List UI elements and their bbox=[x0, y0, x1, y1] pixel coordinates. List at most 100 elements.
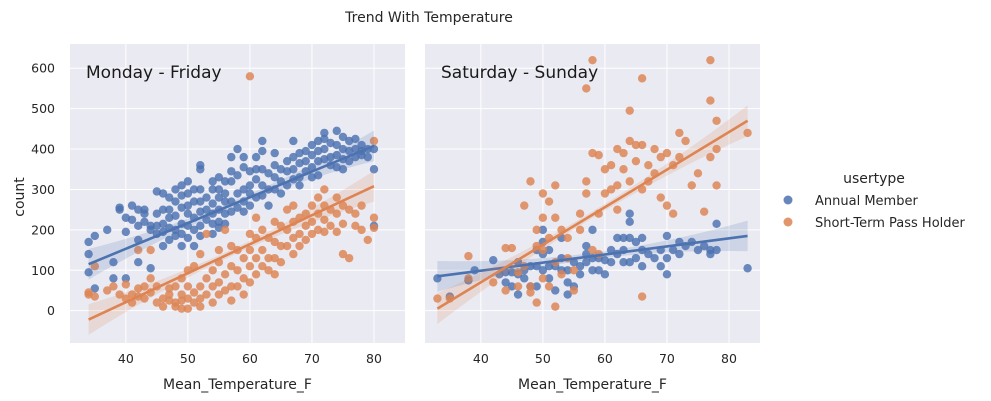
point-short-term-pass-holder bbox=[532, 225, 541, 235]
point-short-term-pass-holder bbox=[625, 106, 634, 115]
point-short-term-pass-holder bbox=[538, 245, 548, 255]
point-annual-member bbox=[177, 229, 186, 239]
x-tick-label: 60 bbox=[597, 351, 613, 366]
point-short-term-pass-holder bbox=[351, 221, 360, 231]
point-annual-member bbox=[103, 225, 112, 235]
point-short-term-pass-holder bbox=[177, 304, 186, 313]
point-annual-member bbox=[332, 126, 341, 136]
point-annual-member bbox=[662, 270, 672, 279]
point-short-term-pass-holder bbox=[569, 286, 579, 295]
point-short-term-pass-holder bbox=[258, 225, 267, 235]
point-annual-member bbox=[208, 229, 217, 239]
point-annual-member bbox=[538, 266, 548, 275]
panel-weekday: Monday - Friday 40 50 60 70 80 Mean_Temperatur… bbox=[31, 44, 405, 393]
point-annual-member bbox=[227, 167, 236, 176]
point-short-term-pass-holder bbox=[526, 177, 535, 186]
point-annual-member bbox=[662, 231, 672, 241]
point-short-term-pass-holder bbox=[258, 262, 267, 271]
point-short-term-pass-holder bbox=[183, 294, 193, 303]
point-annual-member bbox=[307, 140, 317, 150]
point-short-term-pass-holder bbox=[196, 294, 205, 303]
point-annual-member bbox=[693, 245, 703, 255]
point-short-term-pass-holder bbox=[307, 201, 317, 210]
point-short-term-pass-holder bbox=[600, 189, 610, 198]
point-annual-member bbox=[582, 241, 591, 251]
legend-label-annual-member: Annual Member bbox=[815, 194, 918, 209]
point-short-term-pass-holder bbox=[301, 235, 310, 245]
point-annual-member bbox=[140, 217, 149, 226]
point-short-term-pass-holder bbox=[693, 169, 703, 178]
point-annual-member bbox=[158, 205, 168, 214]
point-annual-member bbox=[183, 201, 193, 210]
point-annual-member bbox=[369, 165, 379, 174]
point-annual-member bbox=[171, 211, 180, 220]
point-short-term-pass-holder bbox=[464, 274, 473, 283]
x-tick-label: 50 bbox=[180, 351, 196, 366]
point-annual-member bbox=[582, 257, 591, 267]
point-annual-member bbox=[140, 209, 149, 218]
point-annual-member bbox=[233, 203, 242, 212]
y-tick-label: 600 bbox=[31, 61, 55, 76]
point-short-term-pass-holder bbox=[90, 292, 100, 301]
legend-marker-annual-member bbox=[783, 195, 793, 205]
point-annual-member bbox=[563, 278, 572, 287]
point-annual-member bbox=[220, 177, 230, 186]
point-short-term-pass-holder bbox=[233, 282, 242, 291]
point-annual-member bbox=[196, 197, 205, 206]
point-annual-member bbox=[214, 185, 224, 194]
point-short-term-pass-holder bbox=[189, 298, 199, 307]
point-annual-member bbox=[270, 173, 279, 182]
point-short-term-pass-holder bbox=[295, 241, 304, 251]
point-short-term-pass-holder bbox=[712, 181, 721, 190]
point-annual-member bbox=[363, 152, 372, 162]
point-annual-member bbox=[264, 169, 273, 178]
point-short-term-pass-holder bbox=[177, 290, 186, 299]
point-annual-member bbox=[289, 165, 298, 174]
point-annual-member bbox=[712, 245, 721, 255]
point-annual-member bbox=[227, 152, 236, 162]
point-annual-member bbox=[165, 193, 174, 202]
point-annual-member bbox=[513, 290, 523, 299]
point-annual-member bbox=[637, 262, 647, 271]
point-annual-member bbox=[208, 177, 217, 186]
point-annual-member bbox=[706, 249, 715, 259]
point-annual-member bbox=[301, 156, 310, 166]
point-annual-member bbox=[544, 245, 554, 255]
point-short-term-pass-holder bbox=[706, 152, 715, 162]
point-short-term-pass-holder bbox=[245, 72, 255, 81]
point-short-term-pass-holder bbox=[351, 209, 360, 218]
point-annual-member bbox=[544, 274, 554, 283]
point-short-term-pass-holder bbox=[743, 128, 752, 138]
point-annual-member bbox=[146, 221, 155, 231]
point-short-term-pass-holder bbox=[369, 213, 379, 222]
point-annual-member bbox=[177, 181, 186, 190]
point-short-term-pass-holder bbox=[289, 249, 298, 259]
point-short-term-pass-holder bbox=[712, 144, 721, 154]
point-annual-member bbox=[563, 290, 572, 299]
point-short-term-pass-holder bbox=[513, 268, 523, 277]
point-short-term-pass-holder bbox=[320, 215, 329, 224]
point-annual-member bbox=[338, 165, 348, 174]
point-annual-member bbox=[307, 150, 317, 160]
point-annual-member bbox=[251, 165, 261, 174]
point-annual-member bbox=[233, 171, 242, 180]
point-short-term-pass-holder bbox=[276, 257, 286, 267]
point-short-term-pass-holder bbox=[662, 201, 672, 210]
point-annual-member bbox=[220, 219, 230, 229]
point-annual-member bbox=[239, 185, 248, 194]
point-annual-member bbox=[258, 146, 267, 156]
point-short-term-pass-holder bbox=[196, 282, 205, 291]
y-tick-label: 500 bbox=[31, 101, 55, 116]
point-annual-member bbox=[507, 282, 517, 291]
point-annual-member bbox=[146, 264, 155, 273]
point-annual-member bbox=[233, 189, 242, 198]
point-annual-member bbox=[282, 156, 292, 166]
point-annual-member bbox=[270, 148, 279, 158]
point-annual-member bbox=[258, 136, 267, 146]
point-short-term-pass-holder bbox=[551, 181, 560, 190]
point-short-term-pass-holder bbox=[613, 144, 622, 154]
point-annual-member bbox=[183, 189, 193, 198]
fit-line-annual-member bbox=[437, 234, 748, 278]
point-short-term-pass-holder bbox=[214, 290, 224, 299]
point-annual-member bbox=[90, 231, 100, 241]
